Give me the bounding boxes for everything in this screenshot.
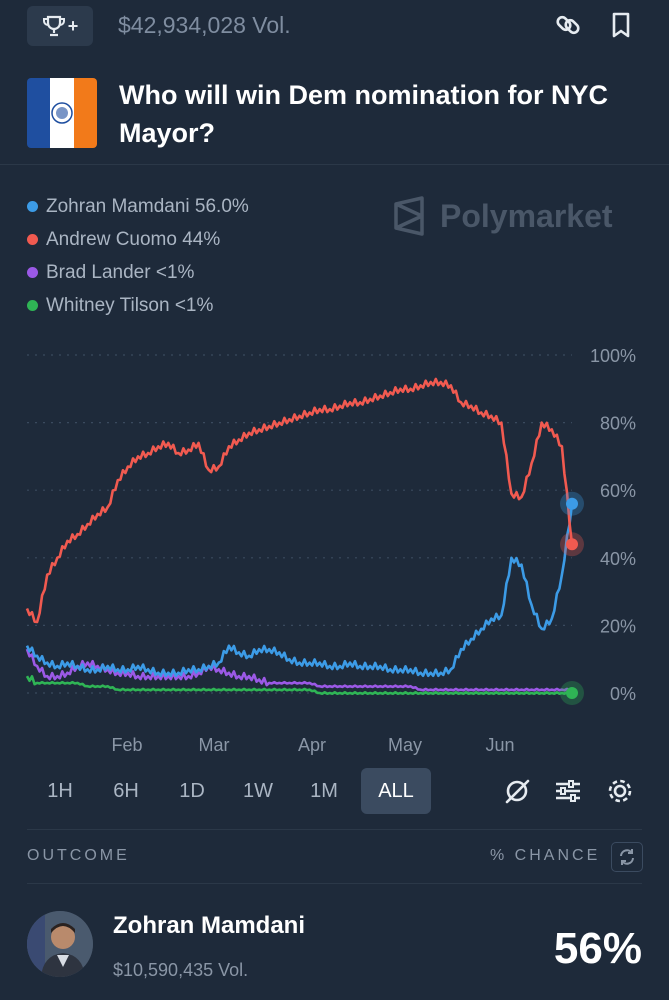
legend-item: Andrew Cuomo 44% xyxy=(27,223,249,256)
range-all[interactable]: ALL xyxy=(361,768,431,814)
watermark-text: Polymarket xyxy=(440,197,613,234)
chart-legend: Zohran Mamdani 56.0% Andrew Cuomo 44% Br… xyxy=(27,190,249,322)
x-tick-label: Feb xyxy=(111,735,142,755)
legend-dot-cuomo xyxy=(27,234,38,245)
top-bar: + $42,934,028 Vol. xyxy=(0,0,669,52)
reset-zoom-icon[interactable] xyxy=(502,776,532,806)
end-marker-dot xyxy=(566,687,578,699)
legend-item: Brad Lander <1% xyxy=(27,256,249,289)
refresh-button[interactable] xyxy=(611,842,643,872)
range-1h[interactable]: 1H xyxy=(47,779,73,802)
trophy-icon xyxy=(42,15,65,37)
legend-item: Zohran Mamdani 56.0% xyxy=(27,190,249,223)
y-tick-label: 0% xyxy=(610,684,636,704)
y-tick-label: 100% xyxy=(590,346,636,366)
legend-label: Zohran Mamdani 56.0% xyxy=(46,195,249,217)
legend-label: Whitney Tilson <1% xyxy=(46,294,214,316)
divider xyxy=(27,829,642,830)
polymarket-logo-icon xyxy=(394,196,424,236)
y-tick-label: 40% xyxy=(600,549,636,569)
series-line-andrew-cuomo xyxy=(25,377,574,624)
legend-dot-tilson xyxy=(27,300,38,311)
refresh-icon xyxy=(620,849,634,865)
outcome-column-header: OUTCOME xyxy=(27,847,130,864)
x-tick-label: Mar xyxy=(199,735,230,755)
market-title: Who will win Dem nomination for NYC Mayo… xyxy=(119,80,608,148)
price-chart[interactable]: 100% 80% 60% 40% 20% 0% Feb Mar Apr May Jun xyxy=(0,330,669,760)
trophy-button[interactable]: + xyxy=(27,6,93,46)
range-6h[interactable]: 6H xyxy=(113,779,139,802)
series-line-brad-lander xyxy=(25,648,573,692)
series-line-whitney-tilson xyxy=(25,675,573,695)
x-tick-label: Apr xyxy=(298,735,326,755)
x-tick-label: May xyxy=(388,735,422,755)
total-volume: $42,934,028 Vol. xyxy=(118,12,291,38)
y-tick-label: 20% xyxy=(600,616,636,636)
end-marker-dot xyxy=(566,497,578,510)
candidate-volume: $10,590,435 Vol. xyxy=(113,960,249,980)
bookmark-icon[interactable] xyxy=(606,10,636,40)
chance-column-header: % CHANCE xyxy=(490,847,601,864)
legend-label: Andrew Cuomo 44% xyxy=(46,228,221,250)
legend-dot-mamdani xyxy=(27,201,38,212)
candidate-avatar xyxy=(27,911,93,977)
sliders-icon[interactable] xyxy=(553,776,583,806)
y-tick-label: 80% xyxy=(600,414,636,434)
range-1w[interactable]: 1W xyxy=(243,779,273,802)
settings-gear-icon[interactable] xyxy=(605,776,635,806)
candidate-name[interactable]: Zohran Mamdani xyxy=(113,912,306,939)
series-line-zohran-mamdani xyxy=(25,503,574,678)
y-tick-label: 60% xyxy=(600,481,636,501)
nyc-flag-image xyxy=(27,78,97,148)
polymarket-watermark: Polymarket xyxy=(392,196,613,236)
range-1d[interactable]: 1D xyxy=(179,779,205,802)
market-header: Who will win Dem nomination for NYC Mayo… xyxy=(0,68,669,164)
trophy-plus: + xyxy=(67,15,79,36)
candidate-chance: 56% xyxy=(553,924,642,973)
link-icon[interactable] xyxy=(553,10,583,40)
divider xyxy=(0,164,669,165)
legend-dot-lander xyxy=(27,267,38,278)
range-1m[interactable]: 1M xyxy=(310,779,338,802)
legend-item: Whitney Tilson <1% xyxy=(27,289,249,322)
time-range-selector: 1H 6H 1D 1W 1M ALL xyxy=(27,767,431,815)
legend-label: Brad Lander <1% xyxy=(46,261,195,283)
end-marker-dot xyxy=(566,538,578,551)
divider xyxy=(27,883,642,884)
x-tick-label: Jun xyxy=(485,735,514,755)
